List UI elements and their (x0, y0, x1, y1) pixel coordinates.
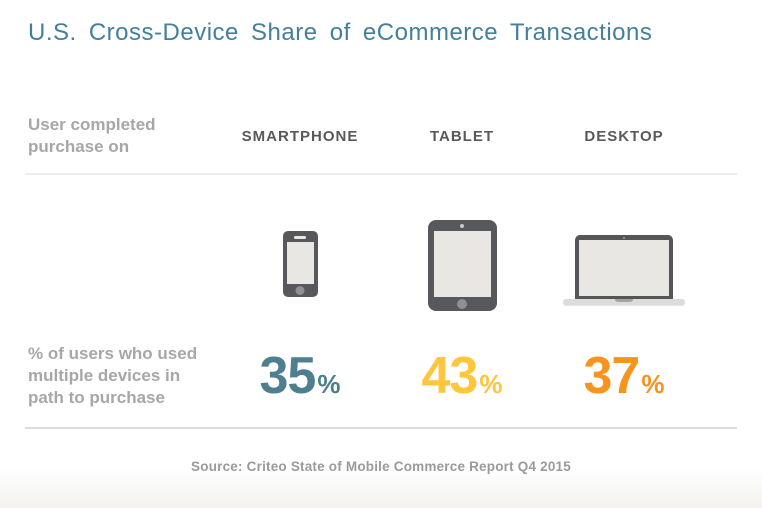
bottom-divider (25, 427, 737, 429)
tablet-home-button (457, 299, 467, 309)
value-tablet-percent-sign: % (479, 369, 503, 399)
phone-home-button (295, 286, 305, 295)
column-header-desktop: DESKTOP (584, 127, 664, 145)
laptop-notch (615, 299, 633, 302)
laptop-screen (579, 240, 669, 296)
value-smartphone-percent-sign: % (317, 369, 341, 399)
value-desktop: 37% (543, 350, 705, 402)
laptop-camera (623, 237, 625, 239)
phone-screen (286, 242, 314, 284)
header-row: User completed purchase on SMARTPHONE TA… (0, 107, 762, 165)
tablet-screen (433, 231, 491, 297)
top-divider (25, 173, 737, 175)
value-tablet: 43% (381, 350, 543, 402)
tablet-icon (427, 220, 497, 311)
source-text: Source: Criteo State of Mobile Commerce … (191, 459, 571, 474)
column-header-tablet: TABLET (429, 127, 495, 145)
value-row: % of users who used multiple devices in … (0, 327, 762, 427)
laptop-base (563, 299, 685, 305)
value-tablet-number: 43 (421, 347, 479, 405)
tablet-camera (460, 224, 464, 228)
metric-row-label: % of users who used multiple devices in … (28, 344, 198, 407)
laptop-icon-cell (543, 175, 705, 327)
tablet-icon-cell (381, 175, 543, 327)
smartphone-icon-cell (219, 175, 381, 327)
value-desktop-percent-sign: % (641, 369, 665, 399)
laptop-icon (563, 235, 685, 305)
device-icon-row (0, 175, 762, 327)
value-smartphone-number: 35 (259, 347, 317, 405)
header-row-label: User completed purchase on (28, 115, 156, 156)
phone-speaker (294, 236, 306, 239)
laptop-bezel (575, 235, 673, 299)
value-smartphone: 35% (219, 350, 381, 402)
smartphone-icon (282, 231, 318, 297)
column-header-smartphone: SMARTPHONE (241, 127, 359, 145)
page-title: U.S. Cross-Device Share of eCommerce Tra… (28, 19, 653, 46)
value-desktop-number: 37 (583, 347, 641, 405)
